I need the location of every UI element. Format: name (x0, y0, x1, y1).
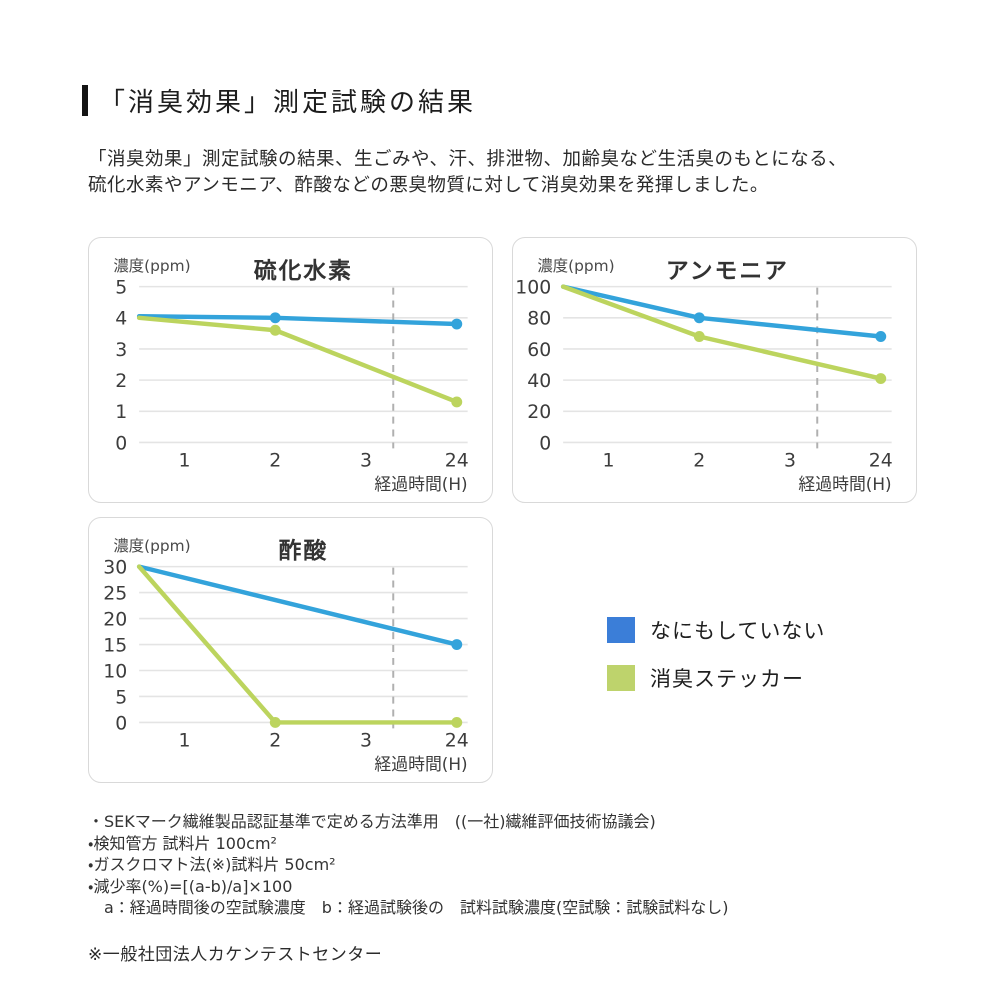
y-tick-label: 20 (103, 610, 127, 631)
footnote-line: ・SEKマーク繊維製品認証基準で定める方法準用 ((一社)繊維評価技術協議会) (88, 812, 656, 831)
x-tick-label: 3 (360, 730, 372, 751)
y-tick-label: 30 (103, 558, 127, 579)
y-tick-label: 80 (527, 309, 551, 330)
y-tick-label: 60 (527, 340, 551, 361)
footnote-line: a：経過時間後の空試験濃度 b：経過試験後の 試料試験濃度(空試験：試験試料なし… (88, 898, 729, 917)
legend-item-deodorant-sticker: 消臭ステッカー (607, 663, 825, 693)
data-point-marker (451, 639, 463, 650)
y-tick-label: 4 (115, 309, 127, 330)
intro-paragraph: 「消臭効果」測定試験の結果、生ごみや、汗、排泄物、加齢臭など生活臭のもとになる、… (88, 147, 847, 199)
y-tick-label: 40 (527, 371, 551, 392)
x-axis-label: 経過時間(H) (374, 474, 467, 494)
legend-label-untreated: なにもしていない (650, 619, 826, 643)
chart-card-hydrogen-sulfide: 0 1 2 3 4 5 1 2 3 24 濃度(ppm) 硫化水素経過時間(H) (88, 237, 493, 503)
chart-card-acetic-acid: 0 5 10 15 20 25 30 1 2 3 24 濃度(ppm) 酢酸経過時間(H) (88, 517, 493, 783)
series-line (560, 284, 884, 339)
chart-title: 硫化水素 (254, 258, 353, 285)
y-tick-label: 3 (115, 340, 127, 361)
intro-line-1: 「消臭効果」測定試験の結果、生ごみや、汗、排泄物、加齢臭など生活臭のもとになる、 (88, 149, 848, 170)
y-tick-label: 1 (115, 402, 127, 423)
y-axis-label: 濃度(ppm) (537, 257, 614, 275)
data-point-marker (451, 716, 463, 728)
legend-item-untreated: なにもしていない (607, 615, 825, 645)
y-tick-label: 5 (115, 687, 127, 708)
y-tick-label: 2 (115, 371, 127, 392)
data-point-marker (269, 312, 281, 324)
x-tick-label: 24 (869, 450, 893, 471)
data-point-marker (693, 312, 705, 324)
y-tick-label: 100 (515, 278, 551, 299)
data-point-marker (269, 716, 281, 728)
intro-line-2: 硫化水素やアンモニア、酢酸などの悪臭物質に対して消臭効果を発揮しました。 (88, 175, 769, 196)
x-tick-label: 1 (179, 450, 191, 471)
title-accent-bar (82, 85, 88, 116)
chart-card-ammonia: 0 20 40 60 80 100 1 2 3 24 濃度(ppm) アンモニア経過時間(H) (512, 237, 917, 503)
y-tick-label: 15 (103, 635, 127, 656)
x-tick-label: 2 (269, 450, 281, 471)
series-line (136, 564, 460, 647)
data-point-marker (875, 331, 887, 342)
x-tick-label: 3 (360, 450, 372, 471)
data-point-marker (693, 331, 705, 342)
footnotes: ・SEKマーク繊維製品認証基準で定める方法準用 ((一社)繊維評価技術協議会) … (88, 811, 728, 919)
y-tick-label: 0 (539, 433, 551, 454)
x-tick-label: 2 (269, 730, 281, 751)
deodorant-sticker-color-swatch (607, 665, 635, 691)
data-point-marker (451, 396, 463, 408)
data-point-marker (451, 318, 463, 330)
x-tick-label: 1 (179, 730, 191, 751)
data-point-marker (875, 373, 887, 385)
x-tick-label: 24 (445, 450, 469, 471)
x-tick-label: 3 (784, 450, 796, 471)
y-tick-label: 0 (115, 713, 127, 734)
page-header: 「消臭効果」測定試験の結果 (82, 82, 476, 119)
y-tick-label: 20 (527, 402, 551, 423)
x-tick-label: 1 (603, 450, 615, 471)
footnote-line: ・検知管方 試料片 100cm² (88, 833, 277, 853)
y-axis-label: 濃度(ppm) (113, 537, 190, 555)
bottom-note: ※一般社団法人カケンテストセンター (88, 945, 383, 965)
footnote-line: ・減少率(%)=[(a-b)/a]×100 (88, 876, 293, 896)
footnote-line: ・ガスクロマト法(※)試料片 50cm² (88, 855, 336, 874)
data-point-marker (269, 324, 281, 336)
legend-label-deodorant-sticker: 消臭ステッカー (650, 667, 804, 691)
y-axis-label: 濃度(ppm) (113, 257, 190, 275)
series-line (136, 315, 460, 405)
chart-title: 酢酸 (279, 538, 329, 565)
x-axis-label: 経過時間(H) (374, 754, 467, 774)
untreated-color-swatch (607, 617, 635, 643)
y-tick-label: 5 (115, 278, 127, 299)
y-tick-label: 10 (103, 661, 127, 682)
x-axis-label: 経過時間(H) (798, 474, 891, 494)
page-title: 「消臭効果」測定試験の結果 (99, 88, 477, 118)
chart-legend: なにもしていない 消臭ステッカー (607, 615, 825, 711)
y-tick-label: 25 (103, 584, 127, 605)
y-tick-label: 0 (115, 433, 127, 454)
x-tick-label: 2 (693, 450, 705, 471)
x-tick-label: 24 (445, 730, 469, 751)
chart-title: アンモニア (666, 259, 789, 285)
